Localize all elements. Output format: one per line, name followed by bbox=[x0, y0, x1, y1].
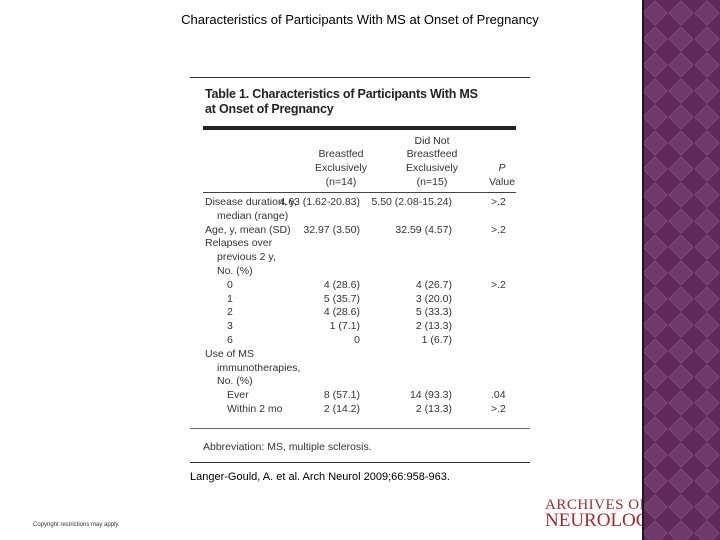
row-label: 6 bbox=[227, 334, 233, 346]
row-label: Ever bbox=[227, 389, 249, 402]
row-label: No. (%) bbox=[217, 265, 253, 277]
row-label: Relapses over bbox=[205, 237, 273, 250]
cell-value: 14 (93.3) bbox=[409, 389, 452, 402]
row-label: Age, y, mean (SD) bbox=[205, 223, 291, 236]
cell-value: 4 (28.6) bbox=[323, 278, 360, 291]
table-rule bbox=[203, 126, 516, 130]
cell-value: 3 (20.0) bbox=[415, 292, 452, 305]
table-title: at Onset of Pregnancy bbox=[205, 102, 334, 116]
row-label: 3 bbox=[227, 320, 233, 333]
cell-value: 8 (57.1) bbox=[323, 389, 360, 402]
footnote: Abbreviation: MS, multiple sclerosis. bbox=[203, 441, 372, 453]
table-rule bbox=[190, 428, 530, 429]
cell-value: 32.97 (3.50) bbox=[303, 223, 360, 236]
column-header: P bbox=[498, 162, 506, 175]
row-label: median (range) bbox=[217, 209, 289, 222]
cell-value: 2 (13.3) bbox=[415, 320, 452, 333]
cell-value: 1 (7.1) bbox=[329, 320, 360, 333]
cell-value: >.2 bbox=[491, 196, 506, 208]
citation: Langer-Gould, A. et al. Arch Neurol 2009… bbox=[190, 471, 450, 483]
column-header: Breastfeed bbox=[406, 148, 458, 161]
cell-value: 4.63 (1.62-20.83) bbox=[279, 196, 360, 208]
cell-value: 2 (13.3) bbox=[415, 403, 452, 415]
row-label: 2 bbox=[227, 306, 233, 319]
column-header: Exclusively bbox=[315, 162, 367, 175]
table-title: Table 1. Characteristics of Participants… bbox=[205, 87, 478, 101]
column-header: Did Not bbox=[414, 134, 450, 147]
cell-value: 1 (6.7) bbox=[421, 334, 452, 346]
cell-value: >.2 bbox=[491, 278, 506, 291]
cell-value: 32.59 (4.57) bbox=[395, 223, 452, 236]
cell-value: 5 (35.7) bbox=[323, 292, 360, 305]
column-header: (n=14) bbox=[325, 176, 357, 188]
decor-strip bbox=[642, 0, 720, 540]
column-header: Exclusively bbox=[406, 162, 458, 175]
cell-value: 4 (26.7) bbox=[415, 278, 452, 291]
row-label: 0 bbox=[227, 278, 233, 291]
row-label: Use of MS bbox=[205, 347, 255, 360]
cell-value: 2 (14.2) bbox=[323, 403, 360, 415]
table-rule bbox=[203, 192, 516, 193]
cell-value: .04 bbox=[491, 389, 506, 402]
logo-text: ARCHIVES OF bbox=[545, 497, 649, 513]
row-label: No. (%) bbox=[217, 375, 253, 388]
column-header: Breastfed bbox=[318, 148, 364, 161]
row-label: Within 2 mo bbox=[227, 403, 283, 415]
cell-value: >.2 bbox=[491, 223, 506, 236]
slide-title: Characteristics of Participants With MS … bbox=[181, 12, 539, 27]
logo-text: NEUROLOGY bbox=[545, 510, 664, 531]
copyright: Copyright restrictions may apply. bbox=[33, 522, 120, 528]
table-panel bbox=[190, 77, 530, 463]
cell-value: 5 (33.3) bbox=[415, 306, 452, 319]
cell-value: 0 bbox=[354, 334, 360, 346]
cell-value: >.2 bbox=[491, 403, 506, 415]
row-label: Disease duration, y, bbox=[205, 196, 298, 208]
column-header: (n=15) bbox=[416, 176, 448, 188]
cell-value: 4 (28.6) bbox=[323, 306, 360, 319]
cell-value: 5.50 (2.08-15.24) bbox=[371, 196, 452, 208]
row-label: 1 bbox=[227, 292, 233, 305]
column-header: Value bbox=[488, 176, 516, 188]
row-label: previous 2 y, bbox=[217, 251, 276, 264]
row-label: immunotherapies, bbox=[217, 361, 301, 374]
